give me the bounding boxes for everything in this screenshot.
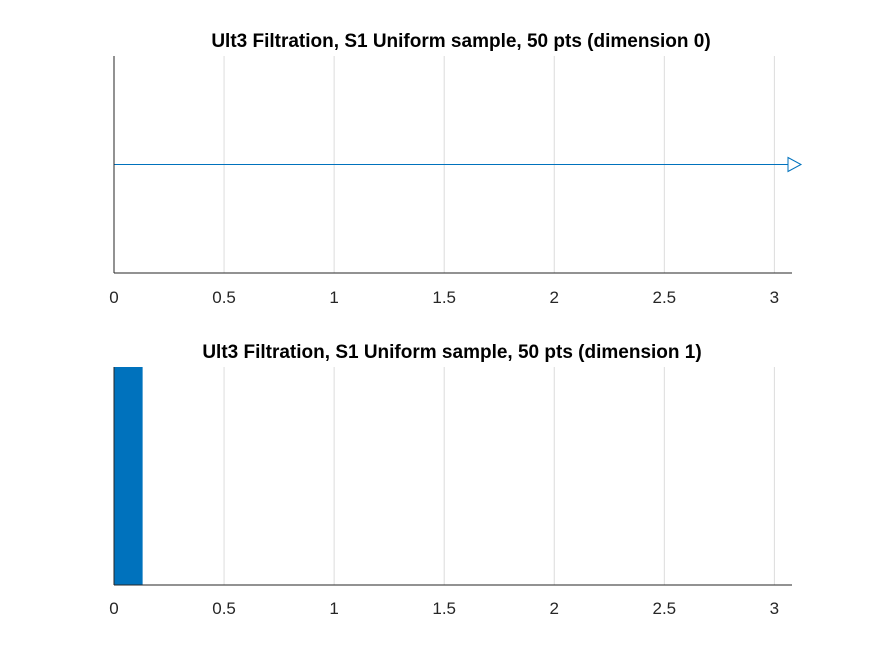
chart-title: Ult3 Filtration, S1 Uniform sample, 50 p…: [202, 342, 701, 363]
axes: [113, 56, 792, 274]
bars: [114, 367, 143, 585]
x-tick-label: 0: [109, 288, 118, 307]
x-tick-label: 2.5: [653, 288, 677, 307]
grid-lines: [223, 367, 775, 585]
axes: [113, 367, 792, 586]
bars: [114, 156, 803, 173]
x-tick-labels: 0 0.5 1 1.5 2 2.5 3: [109, 288, 779, 307]
x-tick-label: 2: [550, 288, 559, 307]
persistence-bar: [114, 367, 143, 585]
x-tick-label: 1.5: [432, 288, 456, 307]
x-tick-label: 0.5: [212, 288, 236, 307]
x-tick-label: 1: [329, 288, 338, 307]
x-tick-label: 2: [550, 599, 559, 618]
x-tick-label: 3: [770, 288, 779, 307]
chart-title: Ult3 Filtration, S1 Uniform sample, 50 p…: [211, 31, 710, 52]
x-tick-label: 1.5: [432, 599, 456, 618]
x-tick-label: 3: [770, 599, 779, 618]
x-tick-label: 0.5: [212, 599, 236, 618]
infinite-arrow: [787, 156, 803, 173]
barcode-panel-dimension-0: Ult3 Filtration, S1 Uniform sample, 50 p…: [109, 31, 803, 307]
x-tick-label: 1: [329, 599, 338, 618]
x-tick-label: 0: [109, 599, 118, 618]
barcode-panel-dimension-1: Ult3 Filtration, S1 Uniform sample, 50 p…: [109, 342, 792, 618]
x-tick-label: 2.5: [653, 599, 677, 618]
x-tick-labels: 0 0.5 1 1.5 2 2.5 3: [109, 599, 779, 618]
